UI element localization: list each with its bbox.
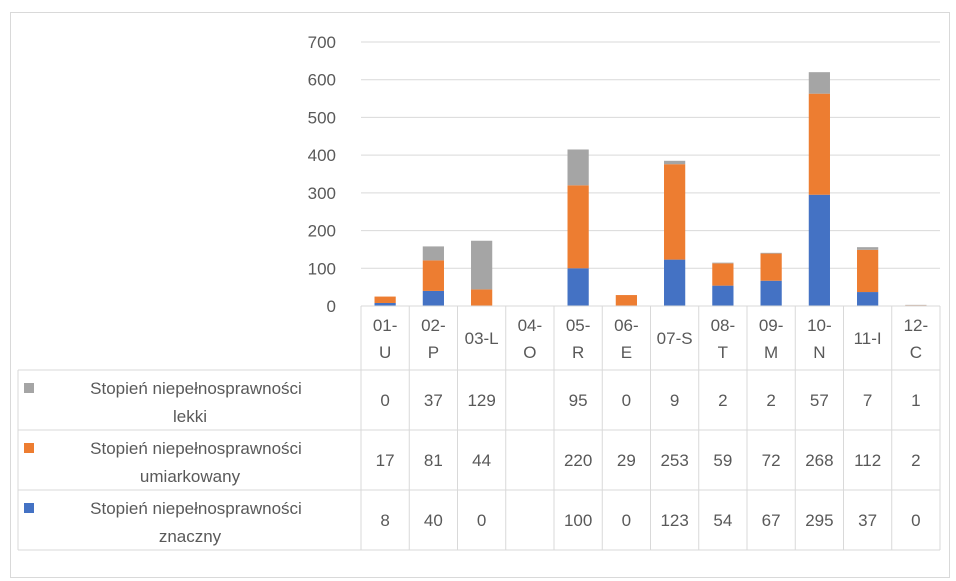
data-label: 37 (424, 391, 443, 410)
legend-key (24, 443, 34, 453)
y-tick-label: 500 (308, 108, 336, 127)
bar-segment (712, 263, 734, 286)
bar-segment (471, 240, 493, 290)
data-label: 2 (766, 391, 775, 410)
legend-key (24, 383, 34, 393)
legend-label: Stopień niepełnosprawności lekki (90, 379, 302, 426)
data-label: 0 (622, 511, 631, 530)
bar-segment (422, 246, 444, 261)
data-label: 220 (564, 451, 592, 470)
data-label: 9 (670, 391, 679, 410)
y-tick-label: 700 (308, 33, 336, 52)
y-tick-label: 100 (308, 259, 336, 278)
bar-segment (664, 164, 686, 260)
data-label: 54 (713, 511, 732, 530)
x-tick-label: 06-E (614, 316, 639, 362)
data-label: 7 (863, 391, 872, 410)
data-label: 100 (564, 511, 592, 530)
data-label: 95 (569, 391, 588, 410)
data-label: 44 (472, 451, 491, 470)
x-tick-label: 04-O (518, 316, 543, 362)
data-label: 112 (854, 451, 881, 470)
bar-segment (567, 268, 589, 306)
data-table: 01-U 02-P 03-L 04-O 05-R 06-E 07-S 08-T 09-M 10-N… (17, 305, 941, 551)
bar-segment (760, 253, 782, 281)
data-label: 1 (911, 391, 920, 410)
data-label: 72 (762, 451, 781, 470)
data-label: 268 (805, 451, 833, 470)
legend-label: Stopień niepełnosprawności umiarkowany (90, 439, 302, 486)
bar-segment (567, 149, 589, 186)
bar-segment (857, 247, 879, 250)
bar-segment (808, 194, 830, 306)
x-tick-label: 07-S (657, 329, 693, 348)
x-tick-label: 05-R (566, 316, 591, 362)
bar-segment (664, 259, 686, 306)
data-label: 123 (660, 511, 688, 530)
bar-segment (567, 185, 589, 269)
data-label: 0 (622, 391, 631, 410)
x-tick-label: 12-C (904, 316, 929, 362)
y-axis-ticks: 0 100 200 300 400 500 600 700 (308, 33, 336, 316)
legend-key (24, 503, 34, 513)
data-label: 0 (911, 511, 920, 530)
chart-frame (10, 12, 950, 578)
bar-segment (712, 285, 734, 306)
bar-segment (664, 160, 686, 165)
x-tick-label: 08-T (711, 316, 736, 362)
x-tick-label: 01-U (373, 316, 398, 362)
bar-segment (615, 295, 637, 306)
y-tick-label: 400 (308, 146, 336, 165)
bar-segment (374, 302, 396, 306)
y-tick-label: 600 (308, 71, 336, 90)
bar-segment (857, 292, 879, 306)
data-label: 129 (467, 391, 495, 410)
bar-segment (374, 296, 396, 303)
legend-label: Stopień niepełnosprawności znaczny (90, 499, 302, 546)
data-label: 81 (424, 451, 443, 470)
bar-segment (712, 262, 734, 264)
bar-segment (422, 260, 444, 291)
bar-segment (857, 249, 879, 293)
data-label: 40 (424, 511, 443, 530)
data-label: 253 (660, 451, 688, 470)
data-label: 0 (477, 511, 486, 530)
bar-segment (471, 289, 493, 306)
data-label: 37 (858, 511, 877, 530)
data-label: 17 (376, 451, 395, 470)
bars (374, 72, 927, 306)
data-label: 8 (380, 511, 389, 530)
data-label: 67 (762, 511, 781, 530)
data-label: 2 (718, 391, 727, 410)
bar-segment (760, 280, 782, 306)
y-tick-label: 0 (327, 297, 336, 316)
bar-segment (808, 93, 830, 195)
x-tick-label: 09-M (759, 316, 784, 362)
data-label: 59 (713, 451, 732, 470)
x-tick-label: 02-P (421, 316, 446, 362)
data-label: 29 (617, 451, 636, 470)
data-label: 0 (380, 391, 389, 410)
data-label: 57 (810, 391, 829, 410)
bar-segment (760, 252, 782, 254)
x-tick-label: 10-N (807, 316, 832, 362)
data-label: 295 (805, 511, 833, 530)
y-tick-label: 300 (308, 184, 336, 203)
gridlines (361, 41, 940, 269)
data-label: 2 (911, 451, 920, 470)
bar-segment (808, 72, 830, 94)
x-tick-label: 11-I (854, 329, 882, 348)
y-tick-label: 200 (308, 222, 336, 241)
x-tick-label: 03-L (465, 329, 499, 348)
bar-segment (422, 290, 444, 306)
